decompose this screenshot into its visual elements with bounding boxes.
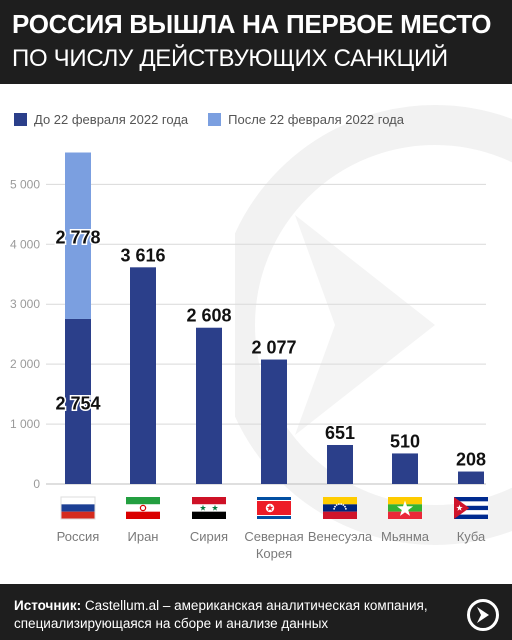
x-tick-label: Северная bbox=[244, 529, 303, 544]
data-label-before: 3 616 bbox=[120, 245, 165, 265]
source-label: Источник: bbox=[14, 598, 82, 613]
x-tick-label: Мьянма bbox=[381, 529, 430, 544]
north-korea-flag-icon bbox=[257, 497, 291, 519]
y-tick-label: 0 bbox=[33, 477, 40, 491]
data-label-before: 510 bbox=[390, 431, 420, 451]
x-tick-label: Иран bbox=[128, 529, 159, 544]
bar-after bbox=[65, 152, 91, 319]
chart-legend: До 22 февраля 2022 года После 22 февраля… bbox=[14, 110, 424, 128]
y-tick-label: 4 000 bbox=[10, 237, 40, 251]
bar-before bbox=[261, 359, 287, 484]
data-label-before: 2 077 bbox=[251, 338, 296, 358]
bar-before bbox=[65, 318, 91, 484]
russia-flag-icon bbox=[60, 496, 96, 520]
iran-flag-icon bbox=[126, 497, 160, 519]
x-tick-label: Куба bbox=[457, 529, 486, 544]
legend-swatch-after bbox=[208, 112, 222, 126]
y-tick-label: 3 000 bbox=[10, 297, 40, 311]
brand-logo-icon bbox=[467, 599, 499, 631]
legend-label-before: До 22 февраля 2022 года bbox=[34, 111, 189, 127]
bar-chart: 0 1 000 2 000 3 000 4 000 5 000 2 778 2 754 Росс… bbox=[10, 152, 488, 561]
chart-title: РОССИЯ ВЫШЛА НА ПЕРВОЕ МЕСТО bbox=[12, 9, 492, 39]
source-note: Источник: Castellum.al – американская ан… bbox=[14, 597, 454, 633]
data-label-before: 651 bbox=[325, 423, 355, 443]
myanmar-flag-icon bbox=[388, 497, 422, 519]
bar-before bbox=[327, 444, 353, 484]
bar-before bbox=[196, 327, 222, 484]
data-label-after: 2 778 bbox=[55, 228, 100, 248]
venezuela-flag-icon bbox=[323, 497, 357, 519]
source-text: Castellum.al – американская аналитическа… bbox=[14, 598, 428, 631]
bar-before bbox=[458, 471, 484, 484]
data-label-before: 2 608 bbox=[186, 306, 231, 326]
watermark-logo-icon bbox=[235, 105, 512, 545]
legend-item-after: После 22 февраля 2022 года bbox=[208, 112, 404, 127]
x-tick-label: Сирия bbox=[190, 529, 228, 544]
x-tick-label: Корея bbox=[256, 546, 292, 561]
y-tick-label: 1 000 bbox=[10, 417, 40, 431]
bar-before bbox=[392, 453, 418, 484]
syria-flag-icon bbox=[192, 497, 226, 519]
header-banner: РОССИЯ ВЫШЛА НА ПЕРВОЕ МЕСТО ПО ЧИСЛУ ДЕ… bbox=[0, 0, 512, 84]
data-label-before: 208 bbox=[456, 450, 486, 470]
footer-banner: Источник: Castellum.al – американская ан… bbox=[0, 584, 512, 640]
data-label-before: 2 754 bbox=[55, 393, 100, 413]
chart-subtitle: ПО ЧИСЛУ ДЕЙСТВУЮЩИХ САНКЦИЙ bbox=[12, 45, 448, 72]
x-tick-label: Венесуэла bbox=[308, 529, 373, 544]
legend-item-before: До 22 февраля 2022 года bbox=[14, 112, 188, 127]
x-tick-label: Россия bbox=[57, 529, 100, 544]
y-tick-label: 5 000 bbox=[10, 177, 40, 191]
bar-before bbox=[130, 267, 156, 484]
legend-label-after: После 22 февраля 2022 года bbox=[228, 111, 404, 127]
cuba-flag-icon bbox=[454, 497, 488, 519]
legend-swatch-before bbox=[14, 112, 27, 126]
y-tick-label: 2 000 bbox=[10, 357, 40, 371]
